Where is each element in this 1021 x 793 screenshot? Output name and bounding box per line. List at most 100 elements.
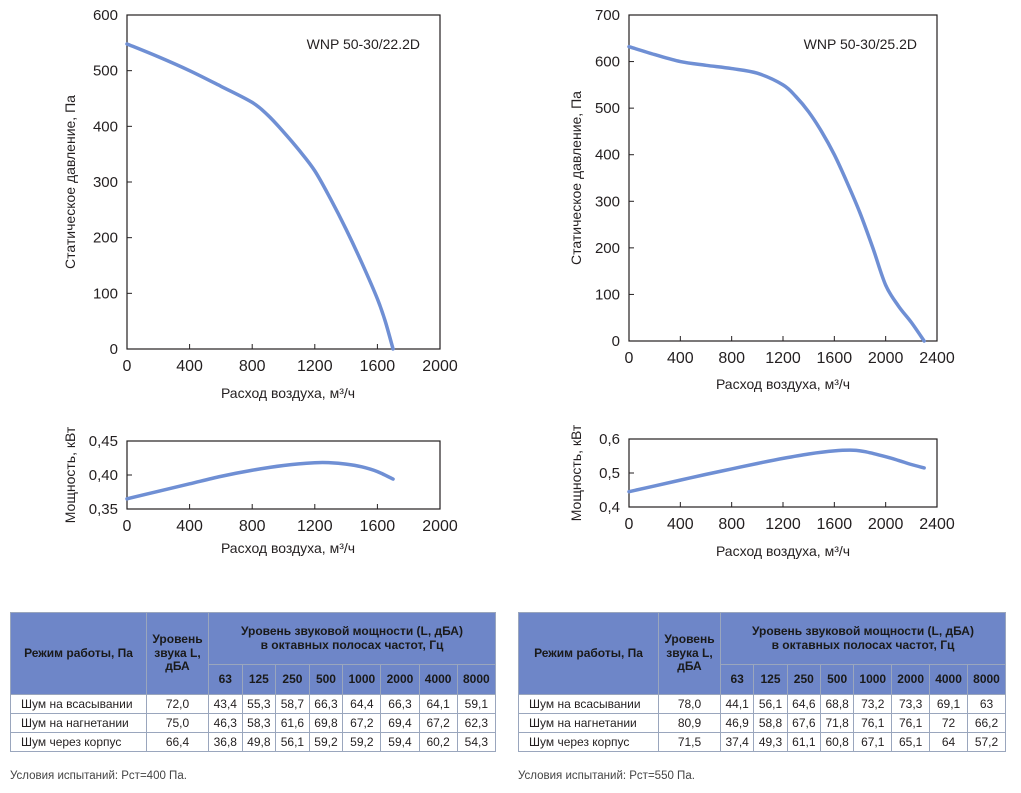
x-tick-label: 800 — [718, 516, 745, 533]
freq-header: 250 — [786, 664, 821, 695]
band-cell: 55,3 — [241, 694, 277, 714]
mode-cell: Шум через корпус — [10, 732, 147, 752]
band-cell: 62,3 — [456, 713, 497, 733]
x-tick-label: 0 — [123, 358, 132, 375]
band-cell: 59,4 — [380, 732, 420, 752]
band-cell: 65,1 — [891, 732, 931, 752]
y-tick-label: 100 — [93, 285, 118, 302]
band-cell: 60,2 — [418, 732, 458, 752]
band-cell: 73,2 — [853, 694, 893, 714]
x-tick-label: 1600 — [817, 350, 853, 367]
band-cell: 57,2 — [966, 732, 1007, 752]
band-cell: 66,2 — [966, 713, 1007, 733]
band-cell: 56,1 — [753, 694, 788, 714]
level-cell: 66,4 — [146, 732, 209, 752]
band-cell: 54,3 — [456, 732, 497, 752]
x-tick-label: 2400 — [919, 350, 955, 367]
table-row: Шум на всасывании 72,0 43,4 55,3 58,7 66,3 64,… — [10, 694, 497, 714]
band-cell: 69,1 — [929, 694, 968, 714]
y-axis-label: Мощность, кВт — [62, 426, 78, 523]
band-cell: 63 — [966, 694, 1007, 714]
y-tick-label: 0,45 — [89, 433, 118, 450]
freq-header: 8000 — [456, 664, 497, 695]
freq-header: 500 — [819, 664, 855, 695]
band-cell: 58,8 — [753, 713, 788, 733]
x-tick-label: 800 — [718, 350, 745, 367]
y-tick-label: 400 — [93, 118, 118, 135]
x-tick-label: 2000 — [422, 358, 458, 375]
x-tick-label: 2400 — [919, 516, 955, 533]
band-cell: 61,6 — [275, 713, 310, 733]
table-row: Шум на нагнетании 80,9 46,9 58,8 67,6 71,8 76,… — [518, 713, 1007, 733]
y-axis-label: Мощность, кВт — [568, 424, 584, 521]
band-cell: 69,8 — [308, 713, 344, 733]
series-line — [125, 42, 395, 351]
x-tick-label: 1600 — [817, 516, 853, 533]
chart-title: WNP 50-30/25.2D — [804, 36, 917, 52]
band-cell: 76,1 — [853, 713, 893, 733]
series-line — [627, 44, 926, 343]
chart-title: WNP 50-30/22.2D — [307, 36, 420, 52]
y-tick-label: 0 — [110, 341, 118, 358]
freq-header: 4000 — [418, 664, 458, 695]
freq-header: 4000 — [929, 664, 968, 695]
x-tick-label: 400 — [176, 518, 203, 535]
x-tick-label: 0 — [625, 516, 634, 533]
band-cell: 61,1 — [786, 732, 821, 752]
band-cell: 64,6 — [786, 694, 821, 714]
x-tick-label: 0 — [123, 518, 132, 535]
x-tick-label: 800 — [239, 358, 266, 375]
band-cell: 67,2 — [342, 713, 382, 733]
x-tick-label: 1600 — [360, 358, 396, 375]
band-cell: 64,1 — [418, 694, 458, 714]
y-tick-label: 600 — [93, 7, 118, 24]
x-tick-label: 1200 — [765, 516, 801, 533]
mode-cell: Шум через корпус — [518, 732, 659, 752]
mode-header: Режим работы, Па — [518, 612, 659, 695]
noise-table-2: Режим работы, Па Уровень звука L, дБА Ур… — [518, 612, 1007, 752]
band-cell: 46,9 — [719, 713, 755, 733]
y-tick-label: 500 — [595, 100, 620, 117]
y-axis-label: Статическое давление, Па — [568, 91, 584, 265]
charts-area: 0 400 800 1200 1600 20000100200300400500600Ра… — [62, 7, 955, 559]
power-header: Уровень звуковой мощности (L, дБА) в окт… — [208, 612, 496, 665]
level-cell: 78,0 — [658, 694, 721, 714]
mode-header: Режим работы, Па — [10, 612, 147, 695]
mode-cell: Шум на нагнетании — [10, 713, 147, 733]
series-line — [627, 448, 926, 494]
band-cell: 72 — [929, 713, 968, 733]
y-axis-label: Статическое давление, Па — [62, 95, 78, 269]
x-tick-label: 2000 — [422, 518, 458, 535]
y-tick-label: 0,6 — [599, 431, 620, 448]
freq-header: 2000 — [891, 664, 931, 695]
freq-header: 8000 — [966, 664, 1007, 695]
band-cell: 59,1 — [456, 694, 497, 714]
y-tick-label: 200 — [595, 240, 620, 257]
test-conditions-1: Условия испытаний: Pст=400 Па. — [10, 770, 187, 782]
chart-p1: 0 400 800 1200 1600 2000 0 100 200 300 400 500 600 Ра… — [62, 7, 458, 401]
band-cell: 67,1 — [853, 732, 893, 752]
mode-cell: Шум на всасывании — [518, 694, 659, 714]
x-axis-label: Расход воздуха, м³/ч — [716, 543, 850, 559]
y-tick-label: 200 — [93, 230, 118, 247]
x-axis-label: Расход воздуха, м³/ч — [716, 376, 850, 392]
freq-header: 63 — [208, 664, 243, 695]
band-cell: 58,7 — [275, 694, 310, 714]
band-cell: 64,4 — [342, 694, 382, 714]
y-tick-label: 400 — [595, 147, 620, 164]
x-tick-label: 800 — [239, 518, 266, 535]
band-cell: 66,3 — [380, 694, 420, 714]
y-tick-label: 0,4 — [599, 499, 620, 516]
chart-w2: 0 400 800 1200 1600 2000 2400 0,4 0,5 0,6 Расход в… — [568, 424, 955, 559]
plot-frame — [628, 438, 938, 508]
y-tick-label: 300 — [595, 193, 620, 210]
freq-header: 63 — [719, 664, 755, 695]
level-header: Уровень звука L, дБА — [658, 612, 721, 695]
chart-w1: 0 400 800 1200 1600 2000 0,35 0,40 0,45 Расход во… — [62, 426, 458, 556]
band-cell: 64 — [929, 732, 968, 752]
freq-header: 250 — [275, 664, 310, 695]
y-tick-label: 0 — [612, 333, 620, 350]
band-cell: 59,2 — [342, 732, 382, 752]
freq-header: 500 — [308, 664, 344, 695]
freq-header: 125 — [753, 664, 788, 695]
